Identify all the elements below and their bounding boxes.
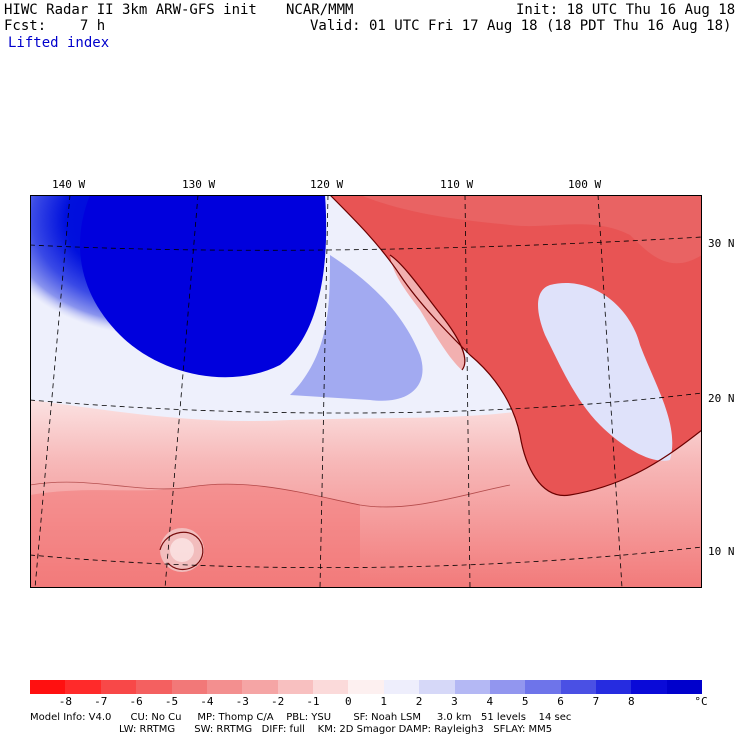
colorbar-swatch bbox=[136, 680, 172, 694]
tropical-cyclone bbox=[159, 528, 204, 572]
lon-label-130w: 130 W bbox=[182, 178, 216, 191]
meridian-120w bbox=[319, 195, 329, 588]
colorbar-tick-label: 6 bbox=[557, 695, 564, 708]
colorbar-swatch bbox=[242, 680, 278, 694]
colorbar-tick-label: -7 bbox=[94, 695, 108, 708]
init-time: Init: 18 UTC Thu 16 Aug 18 bbox=[516, 2, 736, 18]
lon-label-100w: 100 W bbox=[568, 178, 602, 191]
colorbar-swatch bbox=[383, 680, 420, 694]
field-name: Lifted index bbox=[8, 35, 110, 51]
parallel-10n bbox=[30, 546, 702, 569]
baja-coastline bbox=[389, 254, 466, 371]
lat-label-20n: 20 N bbox=[708, 392, 735, 405]
lifted-index-map bbox=[30, 195, 702, 588]
colorbar-tick-label: 8 bbox=[627, 695, 635, 708]
map-border bbox=[30, 195, 702, 588]
colorbar-tick-label: 1 bbox=[380, 695, 387, 708]
model-info-line-1: Model Info: V4.0 CU: No Cu MP: Thomp C/A… bbox=[30, 712, 572, 723]
colorbar-tick-label: 2 bbox=[415, 695, 423, 708]
colorbar-swatch bbox=[313, 680, 349, 694]
colorbar-tick-label: -6 bbox=[129, 695, 143, 708]
model-info-line-2: LW: RRTMG SW: RRTMG DIFF: full KM: 2D Sm… bbox=[30, 724, 553, 735]
colorbar-swatch bbox=[666, 680, 703, 694]
organization-label: NCAR/MMM bbox=[286, 2, 354, 18]
southern-contour bbox=[30, 481, 511, 508]
forecast-hour: Fcst: 7 h bbox=[4, 18, 106, 34]
colorbar-swatch bbox=[65, 680, 101, 694]
colorbar-swatch bbox=[525, 680, 561, 694]
colorbar bbox=[30, 680, 703, 694]
lon-label-120w: 120 W bbox=[310, 178, 344, 191]
colorbar-tick-label: -4 bbox=[200, 695, 214, 708]
colorbar-tick-label: 7 bbox=[592, 695, 600, 708]
meridian-130w bbox=[164, 195, 199, 588]
colorbar-tick-label: 3 bbox=[451, 695, 458, 708]
colorbar-tick-label: -2 bbox=[270, 695, 285, 708]
colorbar-swatch bbox=[171, 680, 207, 694]
colorbar-swatch bbox=[596, 680, 632, 694]
stable-blue-core bbox=[80, 195, 327, 378]
colorbar-tick-label: -8 bbox=[58, 695, 72, 708]
lon-label-140w: 140 W bbox=[52, 178, 86, 191]
mid-ocean-blue bbox=[290, 255, 423, 401]
colorbar-swatch bbox=[560, 680, 596, 694]
colorbar-tick-label: -1 bbox=[306, 695, 320, 708]
colorbar-swatch bbox=[30, 680, 66, 694]
colorbar-tick-label: -3 bbox=[235, 695, 249, 708]
lat-label-30n: 30 N bbox=[708, 237, 735, 250]
model-title: HIWC Radar II 3km ARW-GFS init bbox=[4, 2, 257, 18]
colorbar-unit: °C bbox=[694, 695, 708, 708]
parallel-30n bbox=[30, 236, 702, 251]
baja-peninsula bbox=[390, 255, 465, 370]
colorbar-swatch bbox=[348, 680, 384, 694]
colorbar-swatch bbox=[419, 680, 455, 694]
colorbar-swatch bbox=[100, 680, 137, 694]
colorbar-swatch bbox=[206, 680, 243, 694]
lon-label-110w: 110 W bbox=[440, 178, 474, 191]
graticule bbox=[30, 195, 702, 588]
plateau-pale-region bbox=[538, 283, 673, 461]
colorbar-swatch bbox=[454, 680, 490, 694]
parallel-20n bbox=[30, 392, 702, 414]
colorbar-tick-label: 4 bbox=[486, 695, 494, 708]
colorbar-swatch bbox=[277, 680, 313, 694]
meridian-100w bbox=[597, 195, 623, 588]
lat-label-10n: 10 N bbox=[708, 545, 735, 558]
colorbar-tick-label: 5 bbox=[521, 695, 529, 708]
coastline bbox=[329, 195, 702, 496]
land-inner bbox=[360, 195, 702, 264]
meridian-140w bbox=[34, 195, 71, 588]
colorbar-swatch bbox=[489, 680, 526, 694]
colorbar-swatch bbox=[631, 680, 667, 694]
colorbar-tick-label: 0 bbox=[345, 695, 352, 708]
meridian-110w bbox=[464, 195, 471, 588]
valid-time: Valid: 01 UTC Fri 17 Aug 18 (18 PDT Thu … bbox=[310, 18, 732, 34]
colorbar-tick-label: -5 bbox=[164, 695, 179, 708]
